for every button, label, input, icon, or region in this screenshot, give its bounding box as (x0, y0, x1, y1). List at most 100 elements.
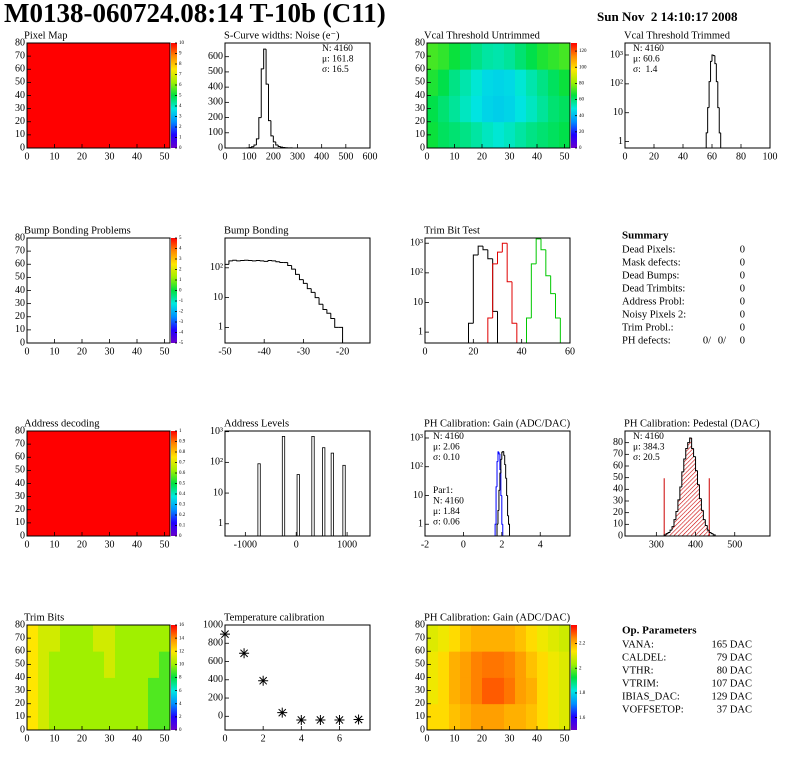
histogram-bin (232, 259, 237, 261)
page-title: M0138-060724.08:14 T-10b (C11) (4, 0, 386, 28)
stats-line: N: 4160 (433, 497, 464, 507)
heatmap-cell (482, 651, 494, 678)
y-tick-label: 30 (15, 491, 25, 502)
heatmap-cell (148, 703, 160, 731)
z-tick-label: 6 (179, 83, 182, 88)
histogram-bin (495, 486, 498, 525)
heatmap-cell (526, 677, 538, 705)
histogram-bin (302, 279, 308, 284)
heatmap-cell (27, 677, 39, 705)
op-value: 165 DAC (711, 639, 752, 650)
heatmap-cell (438, 121, 450, 149)
x-tick-label: 0 (25, 346, 30, 357)
y-tick-label: 1 (218, 322, 223, 333)
y-tick-label: 800 (208, 638, 223, 649)
histogram-bin (506, 243, 512, 283)
heatmap-cell (38, 651, 50, 678)
y-tick-label: 10² (410, 461, 423, 472)
x-tick-label: 0 (294, 539, 299, 550)
heatmap-cell (493, 43, 505, 70)
heatmap-cell (93, 703, 105, 731)
z-tick-label: 20 (579, 130, 585, 135)
heatmap-cell (60, 677, 72, 705)
summary-label: Trim Probl.: (622, 322, 674, 333)
heatmap-cell (537, 625, 549, 652)
z-tick-label: -4 (179, 331, 184, 336)
z-tick-label: 8 (179, 62, 182, 67)
z-tick-label: 4 (179, 104, 182, 109)
z-tick-label: 5 (179, 94, 182, 99)
x-tick-label: 500 (727, 539, 742, 550)
y-tick-label: 20 (613, 507, 623, 518)
heatmap-cell (493, 121, 505, 149)
op-label: VTHR: (622, 665, 654, 676)
heatmap-cell (104, 677, 116, 705)
histogram-bin (545, 249, 551, 277)
histogram-bin (511, 281, 517, 324)
stats-line: N: 4160 (433, 432, 464, 442)
x-tick-label: 30 (105, 151, 115, 162)
histogram-bin (697, 470, 700, 486)
panel-title: Vcal Threshold Trimmed (624, 30, 731, 41)
x-tick-label: 100 (242, 151, 257, 162)
histogram-bin (263, 48, 267, 69)
stats-line: μ: 384.3 (633, 443, 665, 453)
y-tick-label: 200 (208, 112, 223, 123)
y-tick-label: 50 (15, 272, 25, 283)
histogram-bin (322, 304, 327, 310)
y-tick-label: 20 (415, 698, 425, 709)
heatmap-cell (526, 95, 538, 123)
y-tick-label: 70 (613, 449, 623, 460)
histogram-bin (280, 146, 283, 148)
histogram-bin (310, 288, 316, 293)
y-tick-label: 50 (15, 659, 25, 670)
marker (315, 714, 326, 725)
y-tick-label: 60 (613, 460, 623, 471)
heatmap-cell (148, 651, 160, 678)
fit-area (701, 510, 704, 536)
summary-value: 0 (740, 309, 745, 320)
heatmap-cell (82, 651, 94, 678)
z-tick-label: 2 (179, 268, 182, 273)
y-tick-label: 200 (208, 692, 223, 703)
heatmap-cell (460, 651, 472, 678)
heatmap-cell (515, 69, 527, 96)
heatmap-cell (515, 677, 527, 705)
plot-frame (224, 237, 371, 344)
heatmap-cell (493, 651, 505, 678)
heatmap-cell (526, 121, 538, 149)
histogram-bin (498, 489, 500, 511)
y-tick-label: 80 (15, 232, 25, 243)
histogram-bin (535, 238, 541, 264)
z-tick-label: 80 (579, 82, 585, 87)
x-tick-label: 600 (363, 151, 378, 162)
histogram-bin (711, 54, 714, 62)
marker (353, 714, 364, 725)
heatmap-cell (526, 69, 538, 96)
histogram-bin (685, 448, 688, 459)
x-tick-label: 30 (505, 151, 515, 162)
z-tick-label: -5 (179, 341, 184, 346)
x-tick-label: 0 (25, 733, 30, 744)
op-label: VTRIM: (622, 678, 659, 689)
op-value: 129 DAC (711, 691, 752, 702)
y-tick-label: 40 (15, 478, 25, 489)
stats-line: μ: 60.6 (633, 55, 660, 65)
y-tick-label: 50 (613, 472, 623, 483)
z-tick-label: 9 (179, 52, 182, 57)
heatmap-cell (427, 121, 439, 149)
heatmap-cell (493, 69, 505, 96)
y-tick-label: 20 (15, 698, 25, 709)
x-tick-label: 10 (50, 539, 60, 550)
z-tick-label: 0.8 (179, 450, 186, 455)
heatmap-cell (504, 43, 516, 70)
x-tick-label: 50 (160, 539, 170, 550)
histogram-bin (497, 251, 503, 264)
heatmap-cell (93, 677, 105, 705)
heatmap-cell (115, 625, 127, 652)
y-tick-label: 10³ (610, 49, 623, 60)
x-tick-label: 2 (261, 733, 266, 744)
stats-line: σ: 0.06 (433, 518, 460, 528)
y-tick-label: 50 (415, 77, 425, 88)
y-tick-label: 20 (15, 311, 25, 322)
